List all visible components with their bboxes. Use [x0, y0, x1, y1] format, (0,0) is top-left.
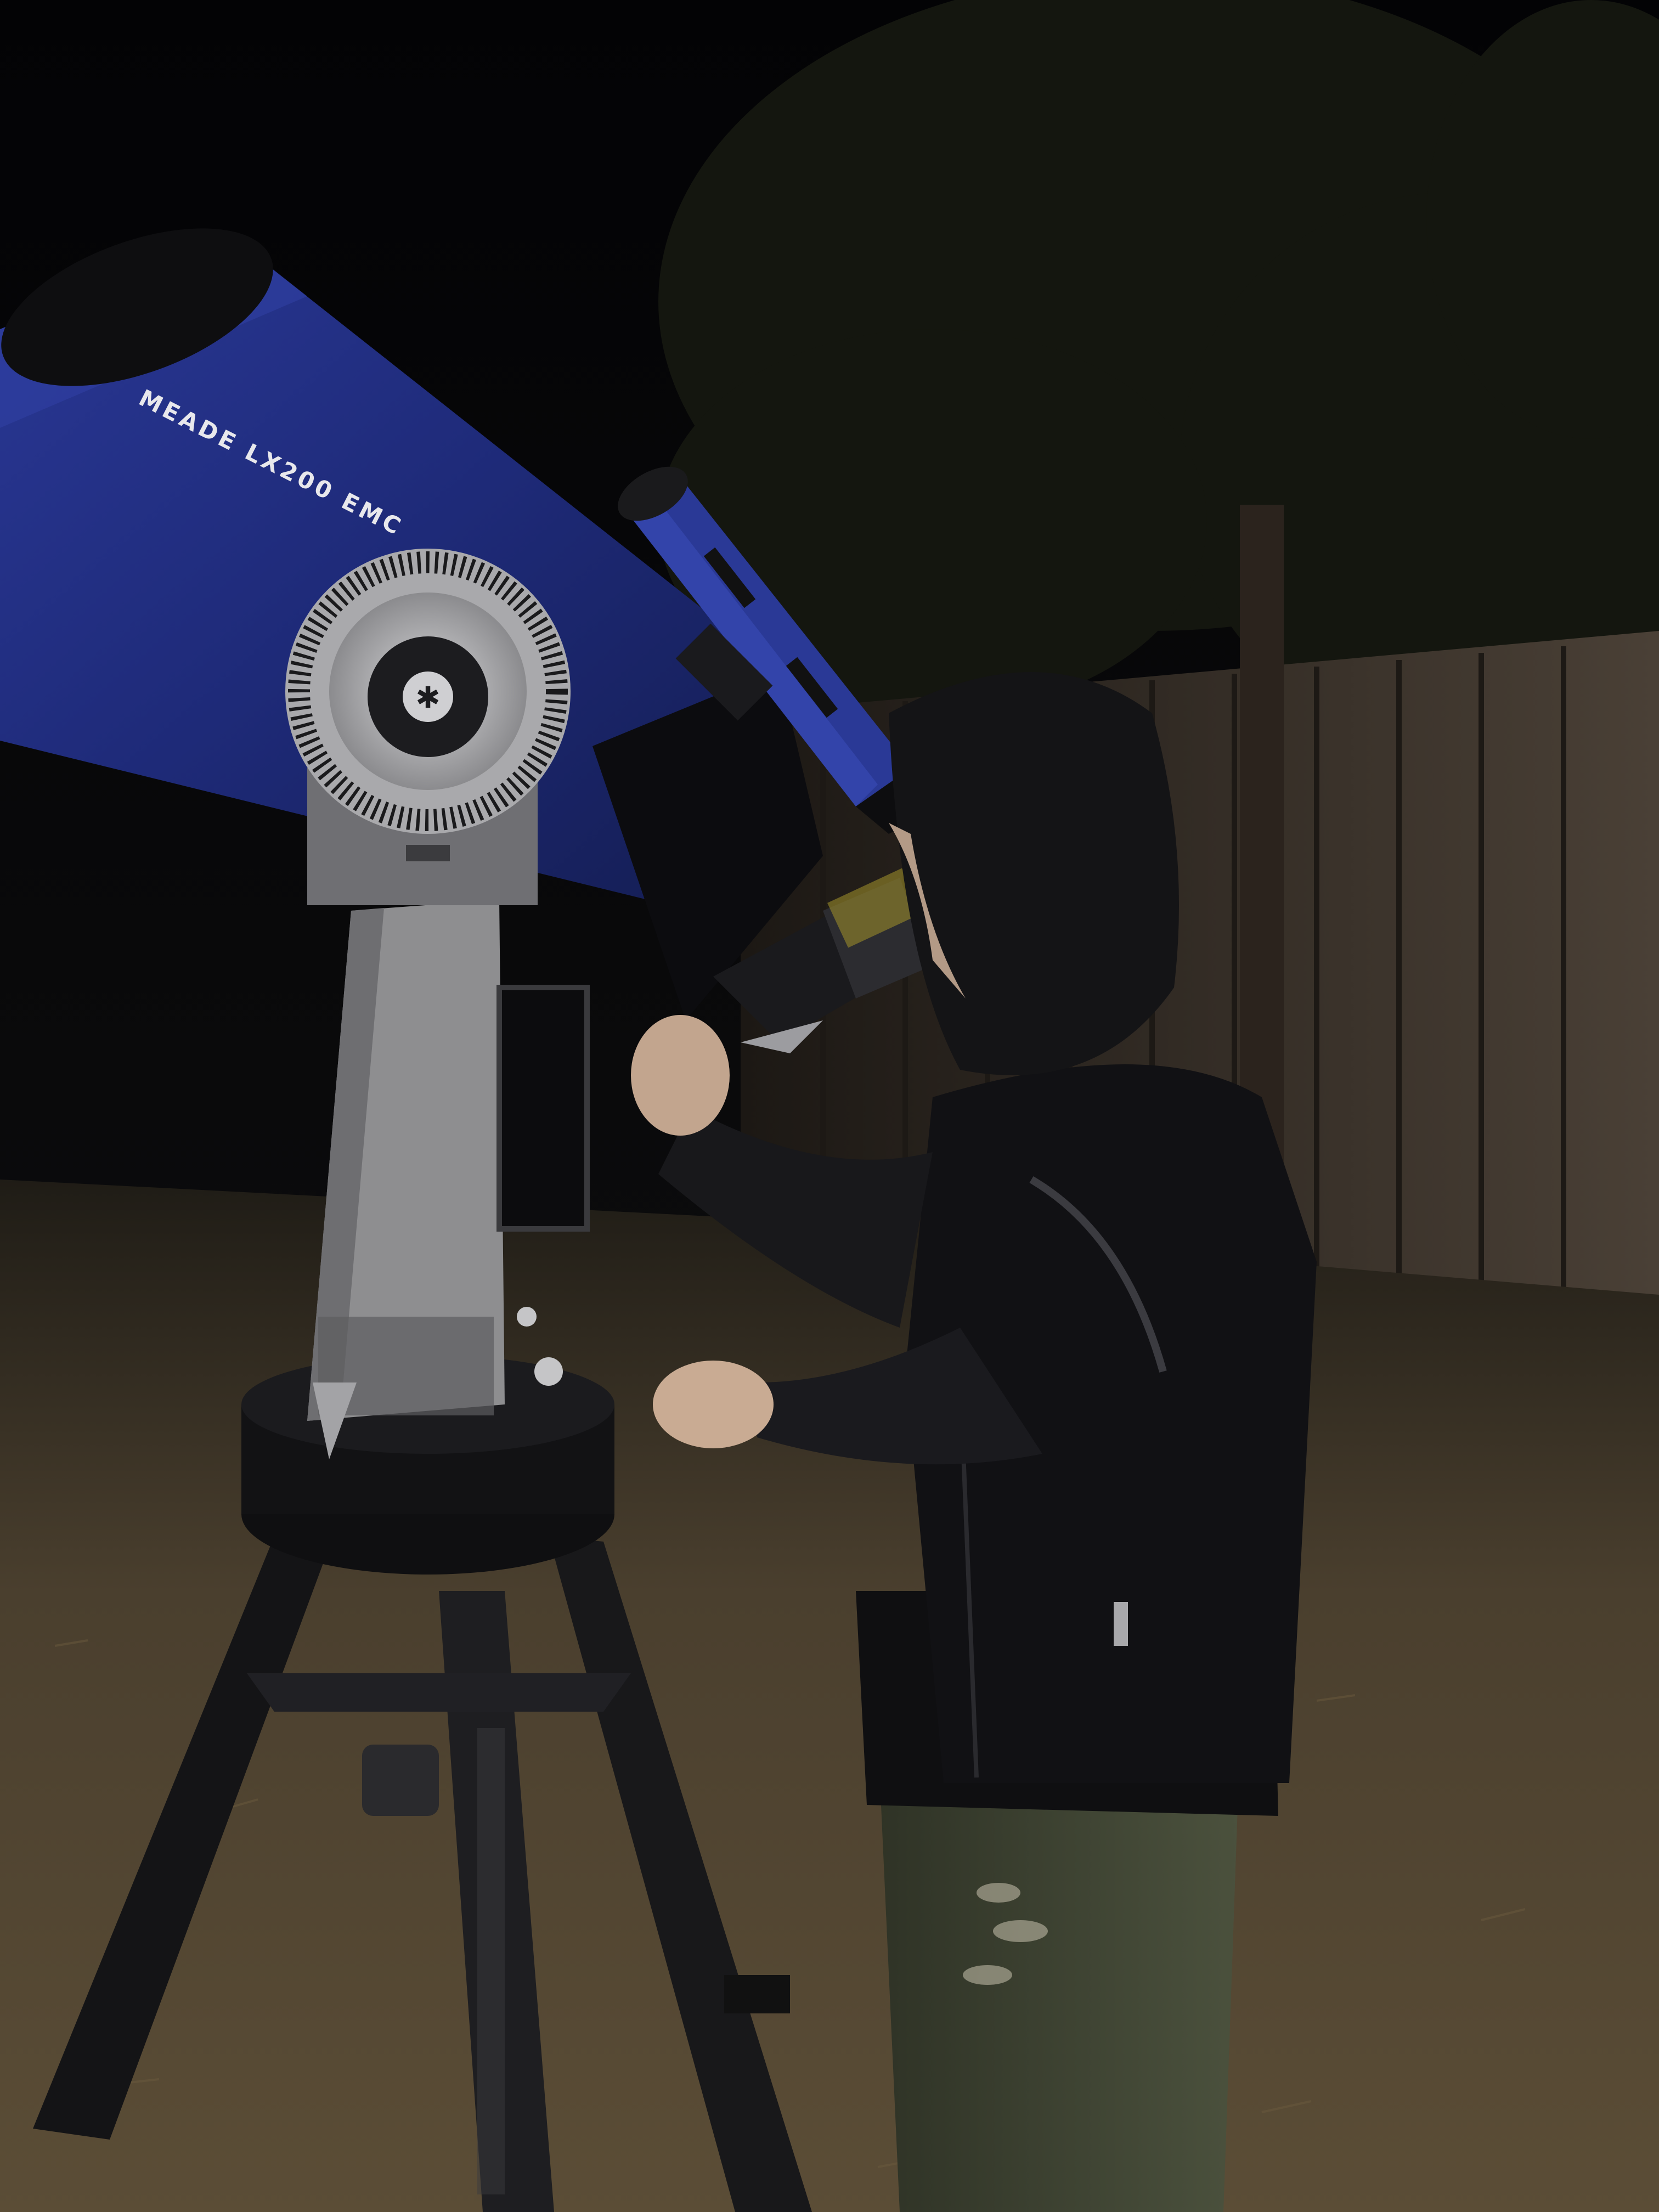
- setting-circle-disk: ✱: [285, 549, 571, 905]
- eyepiece-diagonal: [713, 868, 933, 1053]
- right-hand: [653, 1361, 774, 1448]
- fork-arm: [307, 900, 590, 1459]
- tree-foliage: [658, 0, 1659, 741]
- meade-logo-icon: ✱: [415, 680, 440, 715]
- person-observer: [631, 672, 1317, 2212]
- tripod: [33, 1536, 812, 2212]
- pants-print: [963, 1883, 1048, 1985]
- left-hand: [631, 1015, 730, 1136]
